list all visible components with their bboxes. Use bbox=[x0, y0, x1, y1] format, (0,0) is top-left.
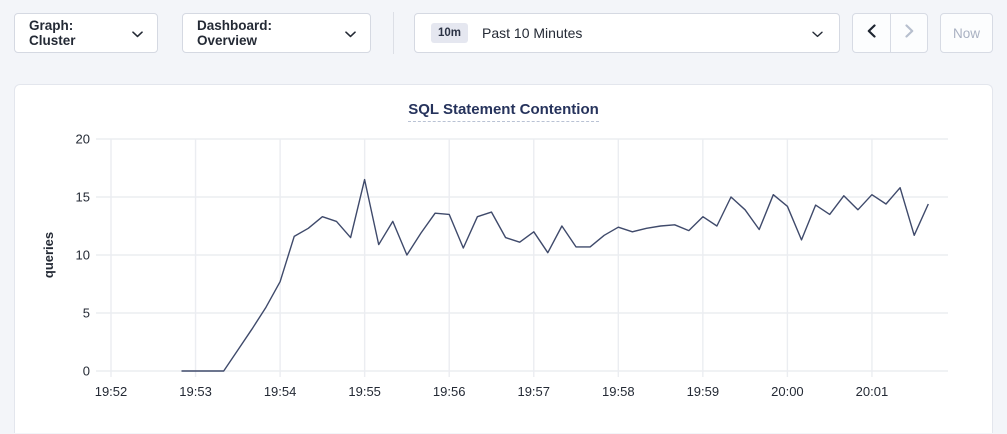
toolbar-divider bbox=[393, 12, 394, 54]
now-button-label: Now bbox=[952, 25, 980, 41]
chart-title-wrap: SQL Statement Contention bbox=[15, 101, 992, 122]
chevron-down-icon bbox=[132, 26, 143, 41]
next-range-button[interactable] bbox=[890, 14, 927, 52]
dashboard-dropdown[interactable]: Dashboard: Overview bbox=[182, 13, 371, 53]
time-range-badge: 10m bbox=[431, 23, 469, 43]
y-axis-label: queries bbox=[41, 232, 56, 278]
chevron-left-icon bbox=[867, 23, 876, 43]
chart-panel: SQL Statement Contention 0 5 10 15 20 19:52 19… bbox=[14, 84, 993, 433]
chevron-down-icon bbox=[812, 26, 823, 41]
svg-text:20:00: 20:00 bbox=[771, 384, 804, 399]
series-line-queries bbox=[181, 178, 929, 372]
graph-dropdown[interactable]: Graph: Cluster bbox=[14, 13, 158, 53]
prev-range-button[interactable] bbox=[853, 14, 890, 52]
svg-text:5: 5 bbox=[83, 306, 90, 321]
svg-text:19:52: 19:52 bbox=[95, 384, 128, 399]
time-range-label: Past 10 Minutes bbox=[482, 25, 583, 41]
x-gridlines bbox=[110, 139, 873, 377]
svg-text:10: 10 bbox=[76, 248, 90, 263]
y-gridlines bbox=[96, 138, 948, 372]
svg-text:19:55: 19:55 bbox=[348, 384, 381, 399]
chevron-right-icon bbox=[904, 23, 914, 43]
graph-dropdown-label: Graph: Cluster bbox=[29, 18, 76, 48]
chevron-down-icon bbox=[345, 26, 356, 41]
dashboard-dropdown-label: Dashboard: Overview bbox=[197, 18, 273, 48]
svg-text:20: 20 bbox=[76, 132, 90, 147]
svg-text:19:53: 19:53 bbox=[179, 384, 212, 399]
svg-text:0: 0 bbox=[83, 364, 90, 379]
svg-text:19:59: 19:59 bbox=[687, 384, 720, 399]
svg-text:19:56: 19:56 bbox=[433, 384, 466, 399]
now-button[interactable]: Now bbox=[940, 13, 993, 53]
time-range-selector[interactable]: 10m Past 10 Minutes bbox=[414, 13, 840, 53]
time-range-nav bbox=[852, 13, 928, 53]
svg-text:19:54: 19:54 bbox=[264, 384, 297, 399]
svg-text:15: 15 bbox=[76, 190, 90, 205]
svg-text:19:58: 19:58 bbox=[602, 384, 635, 399]
chart-title[interactable]: SQL Statement Contention bbox=[408, 101, 599, 122]
svg-text:19:57: 19:57 bbox=[517, 384, 550, 399]
y-tick-labels: 0 5 10 15 20 bbox=[76, 132, 90, 379]
x-tick-labels: 19:52 19:53 19:54 19:55 19:56 19:57 19:58 19:59… bbox=[95, 384, 888, 399]
svg-text:20:01: 20:01 bbox=[856, 384, 889, 399]
